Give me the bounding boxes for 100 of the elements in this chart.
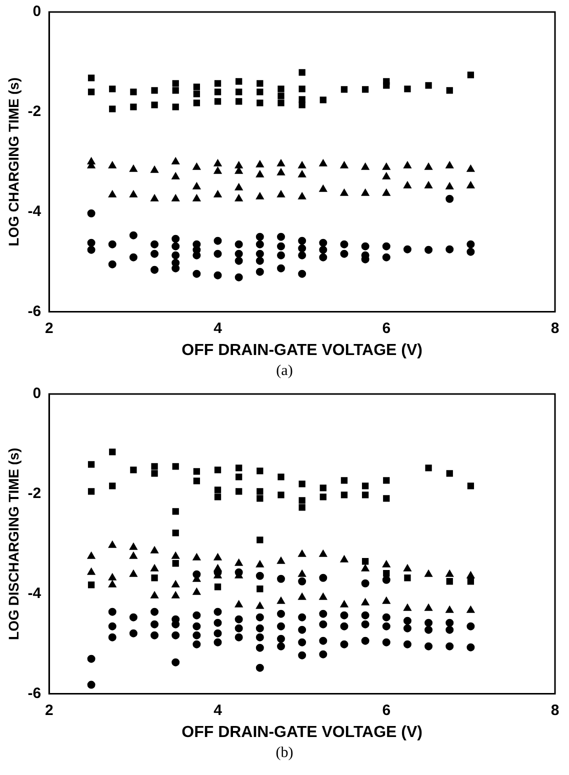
point: [108, 260, 116, 268]
point: [362, 482, 369, 490]
point: [382, 560, 390, 568]
point: [256, 232, 264, 241]
point: [172, 530, 179, 536]
point: [319, 159, 328, 166]
point: [192, 270, 201, 278]
x-tick-label: 2: [44, 320, 54, 337]
y-tick-label: -4: [28, 203, 42, 220]
point: [108, 240, 116, 248]
point: [192, 553, 201, 560]
point: [382, 172, 390, 180]
point: [256, 250, 264, 258]
point: [256, 268, 264, 276]
point: [256, 488, 264, 495]
point: [256, 192, 264, 200]
point: [150, 194, 158, 202]
point: [236, 464, 242, 472]
point: [298, 236, 306, 245]
point: [193, 84, 200, 90]
point: [87, 552, 96, 559]
point: [214, 584, 222, 590]
y-axis-title: LOG CHARGING TIME (s): [5, 78, 22, 246]
point: [446, 578, 453, 585]
point: [214, 166, 222, 174]
point: [192, 588, 201, 595]
point: [319, 246, 328, 254]
point: [466, 164, 475, 172]
point: [172, 80, 179, 87]
point: [214, 564, 222, 572]
point: [236, 474, 242, 480]
point: [214, 88, 222, 96]
point: [382, 242, 390, 250]
point: [109, 106, 116, 112]
point: [382, 596, 390, 604]
point: [129, 570, 138, 577]
point: [425, 464, 432, 472]
point: [256, 495, 264, 502]
point: [361, 162, 370, 170]
point: [129, 552, 138, 559]
y-tick-label: 0: [32, 3, 42, 20]
point: [130, 466, 137, 474]
point: [277, 168, 285, 176]
point: [172, 580, 180, 588]
point: [256, 160, 264, 168]
point: [129, 231, 138, 240]
point: [236, 88, 242, 96]
point: [383, 570, 390, 577]
point: [276, 251, 285, 260]
point: [276, 264, 285, 272]
point: [87, 246, 96, 254]
point: [87, 209, 96, 218]
point: [382, 162, 390, 170]
point: [277, 190, 285, 198]
point: [277, 596, 285, 604]
text: (a): [275, 362, 294, 381]
point: [403, 564, 412, 572]
y-tick-label: -2: [28, 103, 42, 120]
point: [130, 88, 137, 96]
point: [172, 104, 179, 110]
point: [446, 87, 453, 94]
y-tick-label: -6: [28, 684, 42, 702]
point: [276, 232, 285, 241]
point: [298, 550, 306, 557]
point: [383, 495, 390, 502]
point: [236, 78, 242, 85]
point: [172, 251, 180, 260]
point: [214, 236, 222, 245]
point: [108, 190, 116, 198]
point: [150, 166, 158, 173]
point: [150, 240, 159, 248]
point: [234, 194, 243, 202]
x-tick-label: 4: [214, 320, 223, 337]
point: [403, 181, 412, 188]
point: [172, 157, 180, 164]
text: (b): [274, 744, 294, 763]
point: [424, 162, 432, 170]
point: [256, 560, 264, 568]
point: [467, 578, 474, 585]
point: [467, 72, 474, 78]
point: [150, 266, 159, 274]
point: [277, 556, 285, 564]
point: [172, 172, 180, 180]
point: [256, 468, 264, 474]
point: [382, 188, 390, 196]
point: [256, 88, 264, 96]
point: [192, 182, 201, 190]
point: [362, 558, 369, 565]
point: [193, 100, 200, 106]
point: [172, 552, 180, 559]
point: [234, 600, 243, 608]
point: [108, 573, 116, 580]
point: [319, 592, 328, 600]
point: [151, 574, 158, 582]
point: [446, 194, 454, 203]
point: [193, 478, 200, 484]
point: [277, 159, 285, 166]
point: [234, 183, 243, 190]
point: [340, 600, 348, 608]
point: [403, 604, 412, 611]
